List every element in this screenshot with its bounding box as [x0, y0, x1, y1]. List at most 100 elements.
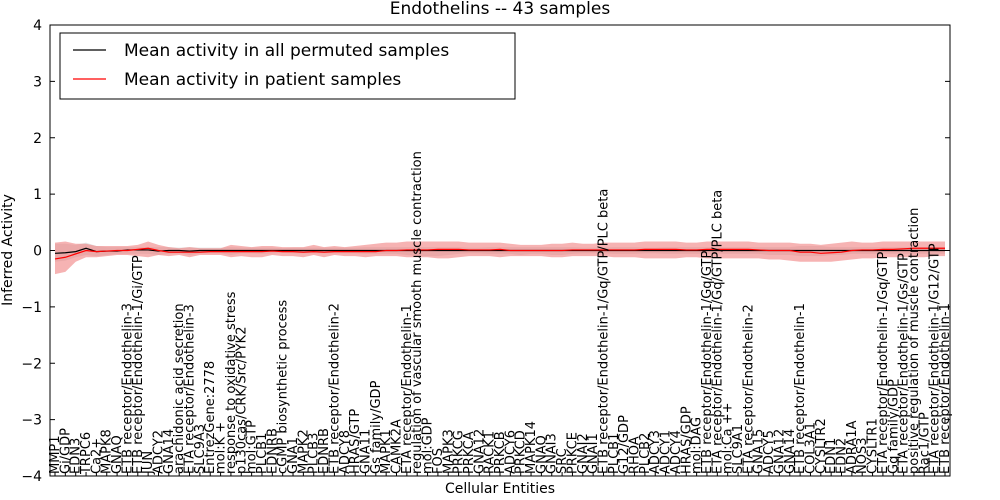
x-tick-label: mol:Ca ++	[721, 402, 736, 474]
series-line-permuted	[54, 247, 945, 254]
x-tick-label: JUN	[141, 451, 156, 475]
x-tick-label: MMP1	[48, 435, 63, 474]
legend-label-permuted: Mean activity in all permuted samples	[124, 41, 449, 61]
legend: Mean activity in all permuted samples Me…	[59, 32, 516, 100]
x-tick-label: ETA receptor/Endothelin-1/Gq/GTP	[876, 252, 891, 474]
x-tick-label: Gs family/GDP	[369, 380, 384, 474]
x-tick-label: PRKCG	[452, 430, 467, 474]
x-tick-label: ETB receptor/Endothelin-1	[938, 303, 953, 474]
x-tick-label: ETA receptor/Endothelin-1/G12/GTP	[928, 243, 943, 474]
x-tick-label: Rac1/GTP	[917, 412, 932, 474]
x-tick-label: GNAI1	[586, 433, 601, 474]
x-tick-label: FOS	[431, 448, 446, 474]
x-tick-label: ETB receptor/Endothelin-1/Gi/GTP	[131, 255, 146, 474]
x-tick-label: NOS3	[855, 438, 870, 474]
x-tick-label: ETB receptor/Endothelin-1	[793, 303, 808, 474]
x-tick-label: ETB receptor/Endothelin-3	[120, 303, 135, 474]
x-tick-label: ADCY2	[151, 430, 166, 474]
x-tick-label: PLCB3	[307, 433, 322, 474]
x-tick-label: mol:K +	[214, 422, 229, 474]
x-tick-label: G12/GDP	[617, 415, 632, 474]
x-tick-label: RACK1	[483, 431, 498, 474]
x-tick-label: EDNRB	[317, 428, 332, 474]
x-tick-label: EDN3	[69, 438, 84, 474]
x-tick-label: GNA12	[472, 429, 487, 474]
x-tick-label: ETA receptor/Endothelin-1	[400, 304, 415, 474]
x-tick-label: RHOA	[628, 436, 643, 474]
y-tick-label: 2	[33, 131, 42, 147]
y-tick-label: −1	[21, 300, 42, 316]
y-tick-label: 3	[33, 74, 42, 90]
x-tick-label: CYSLTR1	[866, 418, 881, 474]
x-tick-label: PRKCA	[462, 431, 477, 474]
x-tick-label: Ca2+	[89, 438, 104, 474]
x-tick-label: EDN1	[824, 438, 839, 474]
x-tick-label: SRC	[555, 448, 570, 474]
x-tick-label: ETB receptor/Endothelin-1/Gq/GTP	[700, 251, 715, 474]
series-line-patient	[54, 247, 945, 260]
x-tick-label: ETA receptor/Endothelin-1/Gq/GTP/PLC bet…	[710, 190, 725, 474]
x-tick-label: PLCB1	[607, 433, 622, 474]
plot-frame	[49, 24, 951, 477]
x-tick-label: MAPK14	[524, 421, 539, 474]
x-tick-label: TRPC6	[79, 432, 94, 475]
x-tick-label: GNA11	[358, 429, 373, 474]
legend-label-patient: Mean activity in patient samples	[124, 70, 401, 90]
y-tick-label: −4	[21, 469, 42, 485]
x-tick-label: positive regulation of muscle contractio…	[907, 208, 922, 474]
x-tick-label: ETA receptor/Endothelin-1/Gs/GTP	[897, 253, 912, 474]
x-tick-label: PRKCB	[493, 431, 508, 474]
x-tick-label: GNA12	[772, 429, 787, 474]
x-tick-label: CAMK2A	[390, 419, 405, 474]
x-tick-label: ETA receptor/Endothelin-2	[741, 304, 756, 474]
x-tick-label: MAPK1	[379, 429, 394, 474]
x-tick-label: p130cas/CRK/Src/PYK2	[234, 327, 249, 474]
x-tick-label: GNA14	[783, 429, 798, 474]
x-tick-label: EDN2	[835, 438, 850, 474]
x-tick-label: SLC9A1	[731, 424, 746, 474]
x-tick-label: PRKCE	[565, 432, 580, 474]
x-tick-label: cGMP biosynthetic process	[276, 300, 291, 474]
x-tick-label: ADCY3	[648, 430, 663, 474]
x-tick-label: ADCY5	[762, 430, 777, 474]
x-tick-label: arachidonic acid secretion	[172, 303, 187, 474]
x-tick-label: MAPK8	[100, 429, 115, 474]
x-tick-label: ADCY8	[338, 430, 353, 474]
y-tick-label: −2	[21, 356, 42, 372]
x-tick-label: Gq family/GDP	[886, 379, 901, 474]
x-tick-label: GNAQ	[534, 435, 549, 474]
x-tick-label: GNA14	[162, 429, 177, 474]
x-tick-label: EntrezGene:2778	[203, 361, 218, 474]
x-tick-label: ADCY4	[669, 430, 684, 474]
x-tick-label: CYSLTR2	[814, 418, 829, 474]
x-tick-label: GNA1	[286, 437, 301, 474]
x-tick-label: PRKCD	[514, 430, 529, 474]
x-tick-label: EDNRB	[265, 428, 280, 474]
x-tick-label: GNAQ	[110, 435, 125, 474]
x-tick-label: PLCB1	[255, 433, 270, 474]
x-tick-label: SLC9A3	[193, 424, 208, 474]
x-tick-label: MAPK2	[296, 429, 311, 474]
x-tick-label: HRAS/GDP	[679, 406, 694, 474]
x-tick-label: GNAI2	[576, 433, 591, 474]
y-tick-label: −3	[21, 413, 42, 429]
x-tick-label: Gi/GDP	[58, 428, 73, 474]
x-tick-label: ADCY1	[659, 430, 674, 474]
x-tick-label: HRAS/GTP	[348, 409, 363, 474]
y-tick-label: 0	[33, 244, 42, 260]
y-tick-label: 4	[33, 18, 42, 34]
x-tick-label: ADCY6	[503, 430, 518, 474]
x-tick-label: mol:GTP	[245, 420, 260, 474]
x-tick-label: regulation of vascular smooth muscle con…	[410, 151, 425, 474]
x-tick-label: ETA receptor/Endothelin-3	[183, 304, 198, 474]
x-tick-label: GNAI3	[545, 433, 560, 474]
x-tick-label: MAPK3	[441, 429, 456, 474]
y-axis-label: Inferred Activity	[0, 194, 16, 306]
y-tick-label: 1	[33, 187, 42, 203]
plot-area: −4−3−2−101234MMP1Gi/GDPEDN3TRPC6Ca2+MAPK…	[21, 18, 953, 485]
x-tick-label: mol:GDP	[421, 417, 436, 474]
legend-box	[59, 32, 516, 100]
x-tick-label: response to oxidative stress	[224, 291, 239, 474]
x-tick-label: ETB receptor/Endothelin-1/Gq/GTP/PLC bet…	[596, 189, 611, 474]
